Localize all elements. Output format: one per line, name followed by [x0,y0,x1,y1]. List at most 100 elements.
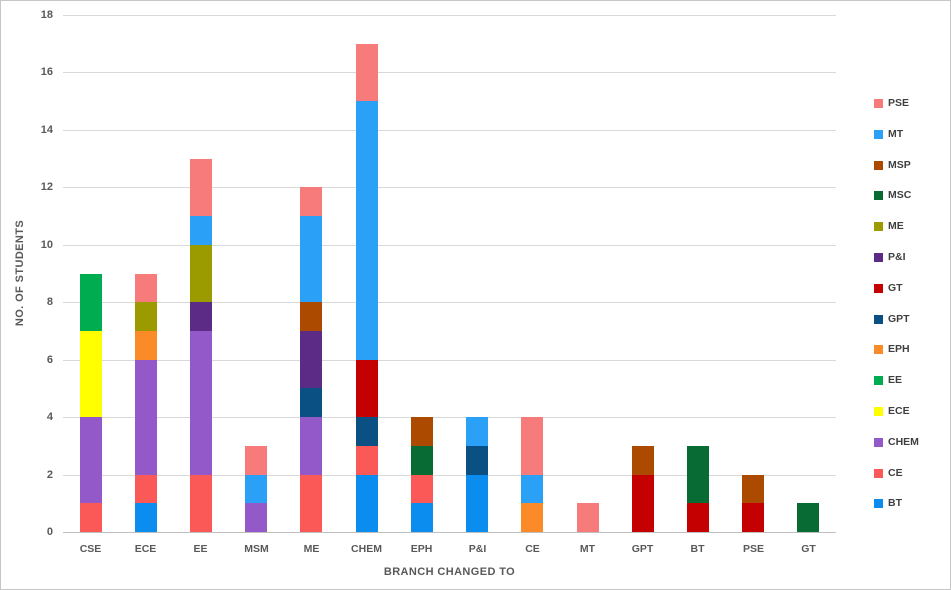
bar-segment-gt-chem [356,360,378,417]
legend-swatch-icon [874,468,883,478]
bar-segment-chem-me [300,417,322,475]
bar-segment-pi-me [300,331,322,388]
legend-label: BT [888,497,902,509]
legend-item-gt: GT [874,283,903,293]
legend-label: ECE [888,405,910,417]
legend-label: ME [888,220,904,232]
gridline [63,475,836,476]
legend-item-ece: ECE [874,406,910,416]
y-tick-label: 18 [40,9,53,21]
bar-segment-bt-ece [135,503,157,532]
bar-segment-ece-cse [80,331,102,417]
legend-item-msp: MSP [874,160,911,170]
bar-segment-ce-cse [80,503,102,532]
bar-segment-bt-eph [411,503,433,532]
legend-swatch-icon [874,160,883,170]
bar-segment-pse-msm [245,446,267,475]
bar-segment-mt-ce [521,475,543,503]
legend-label: PSE [888,97,910,109]
bar-segment-chem-ece [135,360,157,475]
legend-item-ce: CE [874,468,903,478]
bar-segment-bt-pi [466,475,488,532]
legend-label: MSP [888,159,911,171]
x-axis-line [63,532,836,533]
legend-swatch-icon [874,252,883,262]
legend-label: MT [888,128,904,140]
bar-segment-msc-eph [411,446,433,475]
bar-segment-pse-chem [356,44,378,101]
x-category-label-gt: GT [801,543,816,555]
gridline [63,245,836,246]
legend-swatch-icon [874,129,883,139]
legend-item-pse: PSE [874,98,909,108]
bar-segment-ce-ee [190,475,212,532]
legend-swatch-icon [874,406,883,416]
bar-segment-gpt-chem [356,417,378,446]
legend-item-ee: EE [874,375,902,385]
legend-swatch-icon [874,498,883,508]
legend-item-eph: EPH [874,344,910,354]
y-tick-label: 16 [40,66,53,78]
bar-segment-mt-pi [466,417,488,446]
legend-label: MSC [888,189,912,201]
legend-swatch-icon [874,283,883,293]
legend-item-pi: P&I [874,252,906,262]
x-category-label-me: ME [303,543,320,555]
x-axis-title: BRANCH CHANGED TO [383,566,516,578]
legend-item-me: ME [874,221,904,231]
legend-label: P&I [888,251,906,263]
bar-segment-eph-ece [135,331,157,360]
y-tick-label: 10 [40,239,53,251]
legend-swatch-icon [874,375,883,385]
legend-swatch-icon [874,221,883,231]
y-tick-label: 12 [40,181,53,193]
bar-segment-pse-me [300,187,322,216]
legend-label: GPT [888,313,910,325]
x-category-label-msm: MSM [244,543,269,555]
gridline [63,302,836,303]
bar-segment-chem-msm [245,503,267,532]
bar-segment-chem-ee [190,331,212,475]
x-category-label-cse: CSE [79,543,102,555]
x-category-label-pi: P&I [468,543,487,555]
bar-segment-pi-ee [190,302,212,331]
x-category-label-mt: MT [579,543,596,555]
bar-segment-gt-bt [687,503,709,532]
bar-segment-msc-bt [687,446,709,503]
y-tick-label: 4 [46,411,53,423]
y-axis-title: NO. OF STUDENTS [14,219,26,327]
bar-segment-eph-ce [521,503,543,532]
bar-segment-msp-gpt [632,446,654,475]
bar-segment-mt-msm [245,475,267,503]
gridline [63,72,836,73]
legend-swatch-icon [874,98,883,108]
bar-segment-gpt-pi [466,446,488,475]
bar-segment-msp-pse [742,475,764,503]
bar-segment-gpt-me [300,388,322,417]
legend-label: EPH [888,343,910,355]
bar-segment-msp-eph [411,417,433,446]
legend-swatch-icon [874,344,883,354]
bar-segment-me-ee [190,245,212,302]
y-tick-label: 8 [46,296,53,308]
x-category-label-ece: ECE [134,543,157,555]
y-tick-label: 0 [46,526,53,538]
bar-segment-msp-me [300,302,322,331]
legend-swatch-icon [874,190,883,200]
gridline [63,15,836,16]
y-tick-label: 2 [46,469,53,481]
gridline [63,187,836,188]
bar-segment-gt-gpt [632,475,654,532]
bar-segment-pse-mt [577,503,599,532]
bar-segment-mt-ee [190,216,212,245]
bar-segment-ce-me [300,475,322,532]
bar-segment-msc-gt [797,503,819,532]
legend-item-bt: BT [874,498,902,508]
bar-segment-ce-ece [135,475,157,503]
legend-item-msc: MSC [874,190,911,200]
bar-segment-pse-ece [135,274,157,302]
bar-segment-ce-eph [411,475,433,503]
bar-segment-gt-pse [742,503,764,532]
legend-label: EE [888,374,903,386]
